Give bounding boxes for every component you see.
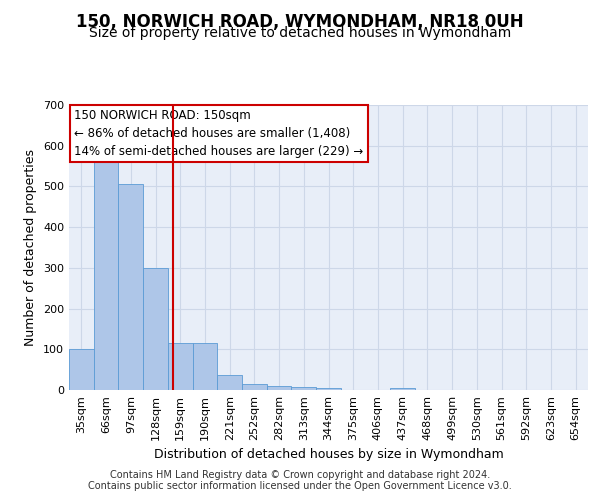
Bar [69,350,94,390]
Text: Contains HM Land Registry data © Crown copyright and database right 2024.: Contains HM Land Registry data © Crown c… [110,470,490,480]
Bar [94,156,118,390]
Bar [217,375,242,390]
Bar [267,386,292,390]
Bar [292,386,316,390]
Bar [316,388,341,390]
Bar [390,388,415,390]
Bar [143,268,168,390]
Text: 150 NORWICH ROAD: 150sqm
← 86% of detached houses are smaller (1,408)
14% of sem: 150 NORWICH ROAD: 150sqm ← 86% of detach… [74,110,364,158]
Bar [118,184,143,390]
Bar [193,343,217,390]
X-axis label: Distribution of detached houses by size in Wymondham: Distribution of detached houses by size … [154,448,503,462]
Y-axis label: Number of detached properties: Number of detached properties [25,149,37,346]
Text: Contains public sector information licensed under the Open Government Licence v3: Contains public sector information licen… [88,481,512,491]
Bar [242,384,267,390]
Text: 150, NORWICH ROAD, WYMONDHAM, NR18 0UH: 150, NORWICH ROAD, WYMONDHAM, NR18 0UH [76,12,524,30]
Text: Size of property relative to detached houses in Wymondham: Size of property relative to detached ho… [89,26,511,40]
Bar [168,343,193,390]
